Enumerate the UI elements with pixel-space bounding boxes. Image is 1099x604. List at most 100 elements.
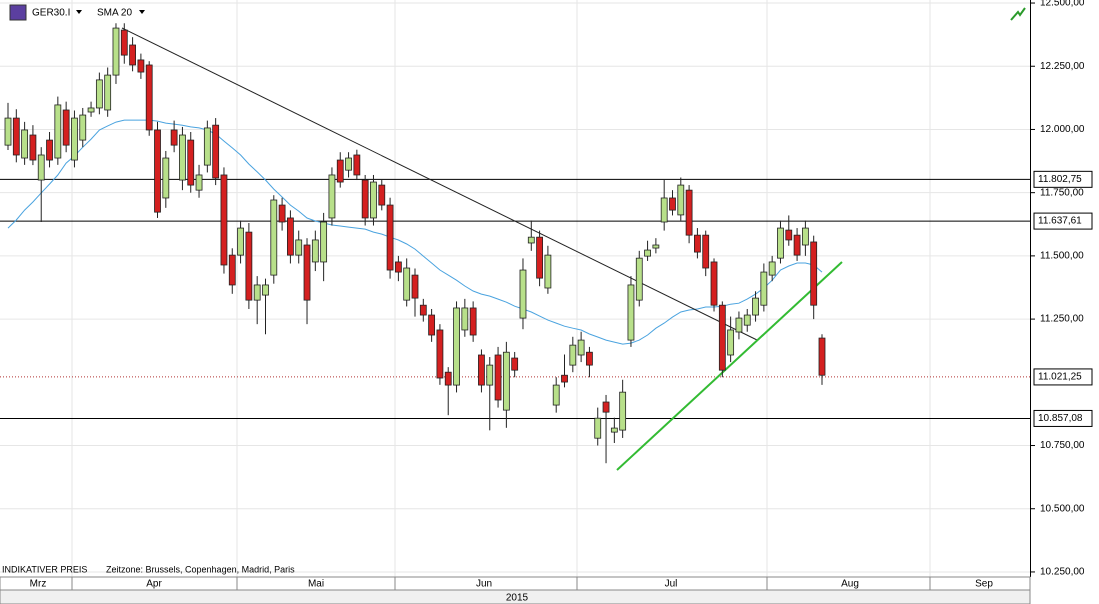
candle-body xyxy=(444,371,452,386)
candle-body xyxy=(386,204,394,271)
candle-body xyxy=(428,314,436,336)
candle-body xyxy=(370,181,377,219)
candle-body xyxy=(544,254,552,289)
candle-body xyxy=(527,236,535,244)
candle-body xyxy=(336,159,344,183)
candle-body xyxy=(104,74,112,111)
candle-body xyxy=(29,134,37,161)
candle-body xyxy=(644,249,651,257)
price-note: INDIKATIVER PREIS xyxy=(2,564,87,574)
candle-body xyxy=(660,197,668,223)
candle-body xyxy=(378,184,386,206)
candle-body xyxy=(768,261,776,276)
x-tick-label: Apr xyxy=(146,579,162,590)
candle-body xyxy=(627,284,635,341)
candle-body xyxy=(311,239,319,263)
candle-body xyxy=(594,417,602,439)
candle-body xyxy=(727,329,735,356)
candle-body xyxy=(461,307,469,331)
candle-body xyxy=(303,244,311,301)
candle-body xyxy=(511,357,519,371)
y-tick-label: 10.250,00 xyxy=(1040,567,1085,578)
candle-body xyxy=(54,104,62,159)
candle-body xyxy=(561,374,568,383)
y-tick-label: 12.000,00 xyxy=(1040,124,1085,135)
candle-body xyxy=(4,117,12,146)
candle-body xyxy=(586,351,593,366)
candle-body xyxy=(536,236,543,279)
candle-body xyxy=(752,297,759,316)
candle-body xyxy=(502,351,510,411)
y-tick-label: 11.750,00 xyxy=(1040,187,1084,198)
candle-body xyxy=(295,239,303,256)
candle-body xyxy=(46,139,53,161)
candle-body xyxy=(12,117,20,156)
trendline xyxy=(121,27,758,341)
candle-body xyxy=(361,179,369,219)
candle-body xyxy=(162,157,170,199)
candle-body xyxy=(818,337,826,376)
trendline xyxy=(616,261,843,471)
trend-icon[interactable] xyxy=(1010,7,1026,21)
level-label: 11.021,25 xyxy=(1038,372,1082,383)
dropdown-arrow[interactable] xyxy=(139,10,145,14)
candle-body xyxy=(71,117,78,161)
level-label-box xyxy=(1033,409,1093,427)
dropdown-arrow[interactable] xyxy=(76,10,82,14)
candle-body xyxy=(87,107,95,113)
level-label: 10.857,08 xyxy=(1038,413,1083,424)
candle-body xyxy=(436,329,444,379)
candle-body xyxy=(253,284,261,301)
y-tick-label: 11.500,00 xyxy=(1040,251,1084,262)
x-tick-label: Aug xyxy=(841,579,859,590)
candle-body xyxy=(237,227,244,256)
candle-body xyxy=(710,261,718,306)
candle-body xyxy=(220,174,228,266)
candle-body xyxy=(270,199,278,276)
level-label: 11.802,75 xyxy=(1038,174,1082,185)
candle-body xyxy=(702,234,710,269)
candle-body xyxy=(635,257,643,301)
level-label: 11.637,61 xyxy=(1038,216,1082,227)
candle-body xyxy=(760,271,768,306)
x-tick-label: Sep xyxy=(975,579,993,590)
candle-body xyxy=(245,231,253,301)
candle-body xyxy=(320,221,328,263)
candle-body xyxy=(677,184,685,216)
instrument-name[interactable]: GER30.I xyxy=(32,8,70,19)
timezone-note: Zeitzone: Brussels, Copenhagen, Madrid, … xyxy=(106,564,295,574)
candle-body xyxy=(112,27,120,76)
candle-body xyxy=(278,204,286,223)
indicator-name[interactable]: SMA 20 xyxy=(97,8,132,19)
candle-body xyxy=(353,154,361,176)
candle-body xyxy=(154,129,161,213)
candle-body xyxy=(137,59,145,73)
y-tick-label: 12.500,00 xyxy=(1040,0,1085,9)
x-tick-label: Mrz xyxy=(30,579,47,590)
x-tick-label: Jun xyxy=(476,579,492,590)
candle-body xyxy=(212,124,220,179)
candle-body xyxy=(145,64,153,131)
candle-body xyxy=(718,304,726,371)
candle-body xyxy=(810,241,818,306)
candle-body xyxy=(453,307,460,386)
candle-body xyxy=(419,304,427,316)
y-tick-label: 12.250,00 xyxy=(1040,61,1085,72)
year-bar xyxy=(0,589,1031,604)
candle-body xyxy=(685,189,693,236)
candle-body xyxy=(262,284,269,296)
candle-body xyxy=(95,79,103,109)
y-tick-label: 10.750,00 xyxy=(1040,440,1085,451)
candle-body xyxy=(569,344,577,366)
x-tick-label: Mai xyxy=(308,579,324,590)
candle-body xyxy=(21,129,29,159)
candle-body xyxy=(793,234,801,256)
candle-body xyxy=(735,317,743,333)
instrument-icon[interactable] xyxy=(9,4,27,21)
candle-body xyxy=(669,197,676,211)
candle-body xyxy=(187,139,195,186)
candle-body xyxy=(694,234,701,253)
